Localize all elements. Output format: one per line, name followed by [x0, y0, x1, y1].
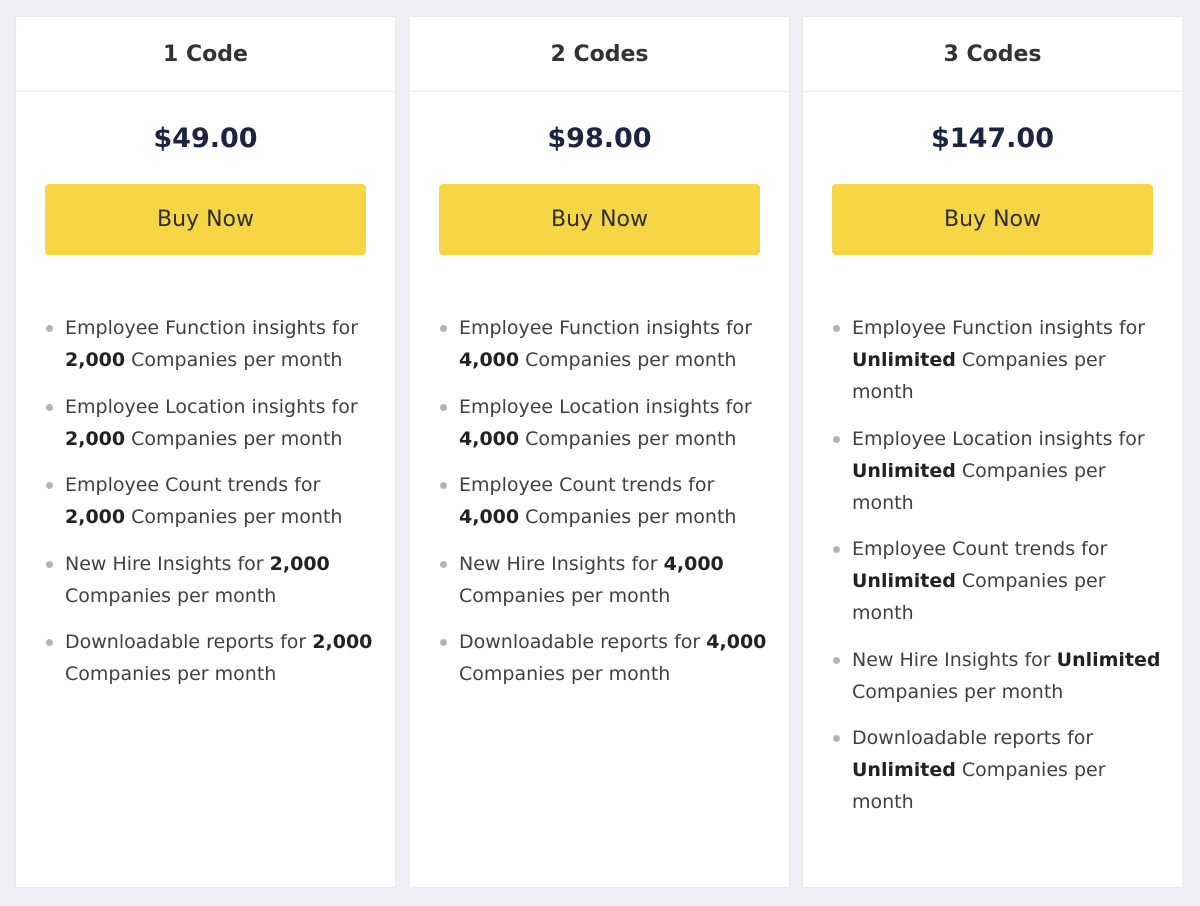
plan-title: 3 Codes	[803, 17, 1182, 92]
feature-item: Employee Count trends for Unlimited Comp…	[830, 533, 1170, 629]
feature-item: Employee Function insights for 4,000 Com…	[437, 312, 777, 376]
feature-item: Employee Location insights for Unlimited…	[830, 423, 1170, 519]
feature-item: Employee Function insights for 2,000 Com…	[43, 312, 383, 376]
feature-item: New Hire Insights for 2,000 Companies pe…	[43, 548, 383, 612]
feature-item: Employee Count trends for 4,000 Companie…	[437, 469, 777, 533]
plan-card-1-code: 1 Code $49.00 Buy Now Employee Function …	[16, 17, 395, 887]
feature-item: Downloadable reports for Unlimited Compa…	[830, 722, 1170, 818]
feature-list: Employee Function insights for Unlimited…	[830, 312, 1170, 833]
buy-now-button[interactable]: Buy Now	[439, 184, 760, 255]
plan-price: $147.00	[931, 122, 1054, 154]
plan-card-2-codes: 2 Codes $98.00 Buy Now Employee Function…	[410, 17, 789, 887]
feature-item: Employee Function insights for Unlimited…	[830, 312, 1170, 408]
plan-card-3-codes: 3 Codes $147.00 Buy Now Employee Functio…	[803, 17, 1182, 887]
feature-item: Employee Location insights for 4,000 Com…	[437, 391, 777, 455]
feature-list: Employee Function insights for 2,000 Com…	[43, 312, 383, 705]
feature-item: Employee Count trends for 2,000 Companie…	[43, 469, 383, 533]
feature-item: Downloadable reports for 2,000 Companies…	[43, 626, 383, 690]
feature-item: New Hire Insights for Unlimited Companie…	[830, 644, 1170, 708]
feature-item: New Hire Insights for 4,000 Companies pe…	[437, 548, 777, 612]
plan-title: 1 Code	[16, 17, 395, 92]
buy-now-button[interactable]: Buy Now	[45, 184, 366, 255]
feature-item: Downloadable reports for 4,000 Companies…	[437, 626, 777, 690]
buy-now-button[interactable]: Buy Now	[832, 184, 1153, 255]
feature-item: Employee Location insights for 2,000 Com…	[43, 391, 383, 455]
feature-list: Employee Function insights for 4,000 Com…	[437, 312, 777, 705]
plan-price: $98.00	[547, 122, 652, 154]
plan-price: $49.00	[153, 122, 258, 154]
plan-title: 2 Codes	[410, 17, 789, 92]
